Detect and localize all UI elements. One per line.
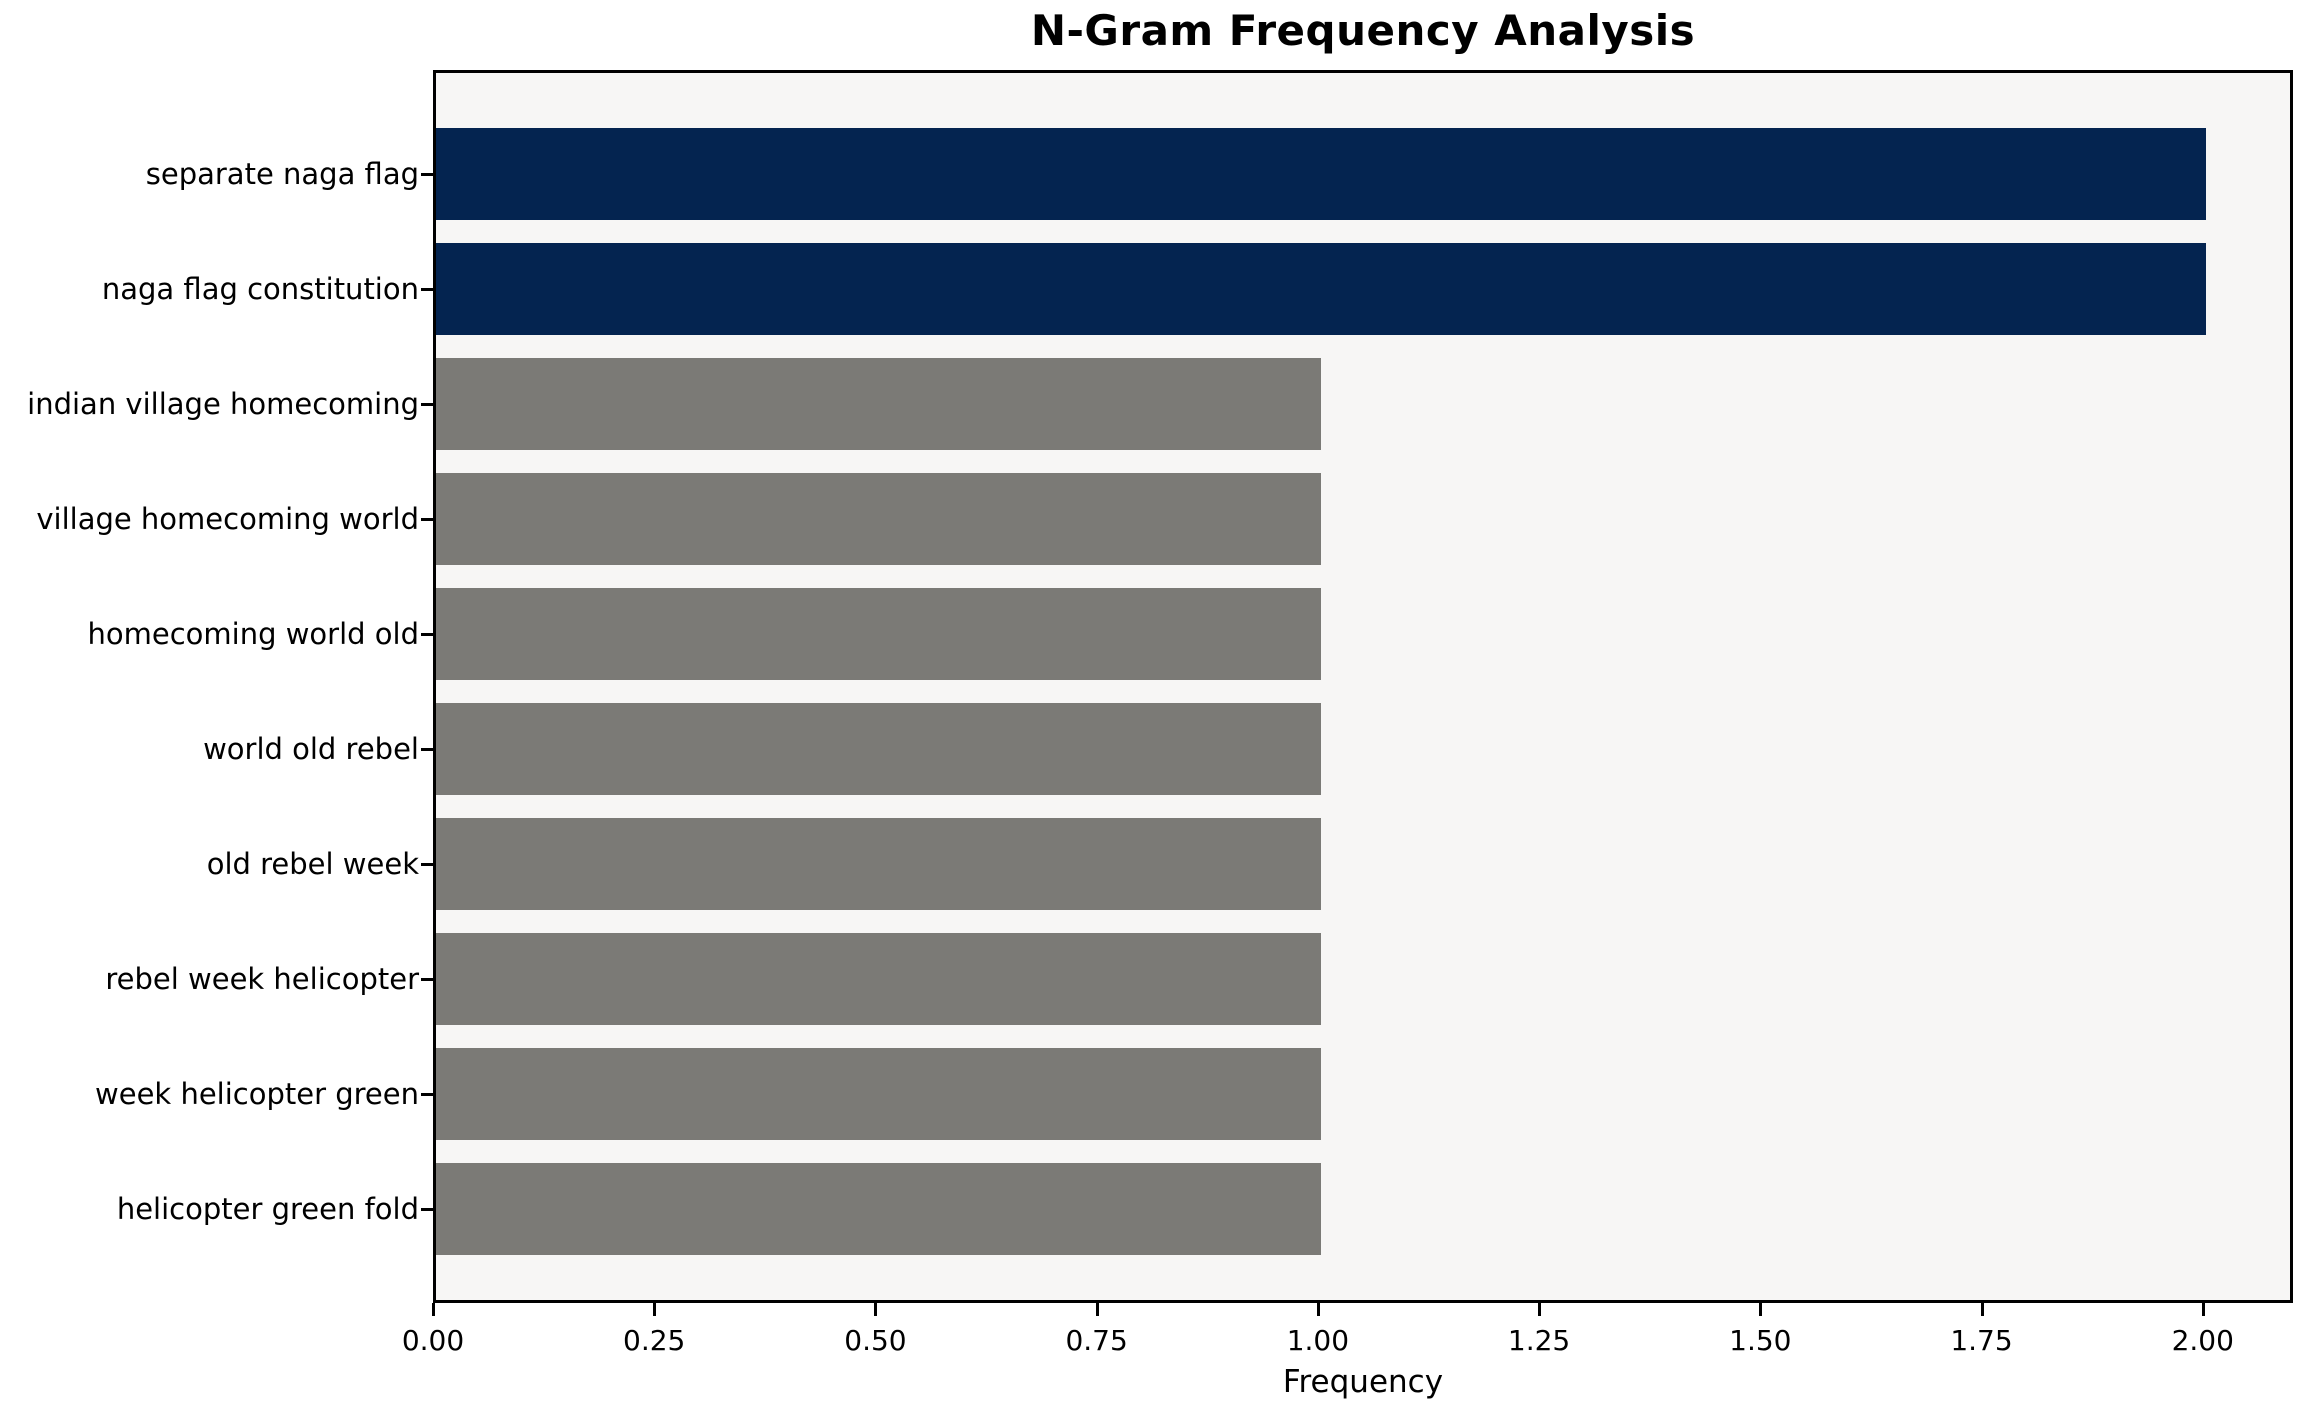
chart-title: N-Gram Frequency Analysis — [1030, 6, 1696, 55]
plot-area — [433, 70, 2293, 1303]
x-tick-mark — [2201, 1303, 2205, 1316]
y-tick-mark — [421, 863, 433, 866]
bar-rebel-week-helicopter — [436, 933, 1321, 1025]
y-tick-mark — [421, 518, 433, 521]
x-tick-label: 0.25 — [623, 1324, 686, 1357]
y-tick-label: naga flag constitution — [101, 272, 419, 306]
y-tick-mark — [421, 748, 433, 751]
bar-week-helicopter-green — [436, 1048, 1321, 1140]
y-tick-label: old rebel week — [206, 847, 419, 881]
y-tick-mark — [421, 978, 433, 981]
x-tick-label: 1.00 — [1286, 1324, 1350, 1357]
y-tick-label: rebel week helicopter — [105, 962, 419, 996]
y-tick-label: homecoming world old — [87, 617, 420, 651]
y-tick-mark — [421, 1208, 433, 1211]
y-tick-label: world old rebel — [203, 732, 419, 766]
x-tick-mark — [874, 1303, 878, 1316]
y-tick-mark — [421, 403, 433, 406]
x-tick-label: 1.75 — [1950, 1324, 2013, 1357]
x-tick-label: 0.50 — [844, 1324, 907, 1357]
x-tick-label: 1.25 — [1507, 1324, 1571, 1357]
y-tick-mark — [421, 1093, 433, 1096]
x-tick-mark — [653, 1303, 657, 1316]
bar-helicopter-green-fold — [436, 1163, 1321, 1255]
x-tick-mark — [1095, 1303, 1099, 1316]
y-tick-mark — [421, 633, 433, 636]
bar-naga-flag-constitution — [436, 243, 2206, 335]
x-tick-label: 0.00 — [401, 1324, 465, 1357]
y-tick-label: indian village homecoming — [27, 387, 419, 421]
x-tick-mark — [1980, 1303, 1984, 1316]
y-tick-label: week helicopter green — [95, 1077, 419, 1111]
y-tick-label: village homecoming world — [36, 502, 419, 536]
y-tick-mark — [421, 288, 433, 291]
bar-separate-naga-flag — [436, 128, 2206, 220]
bar-village-homecoming-world — [436, 473, 1321, 565]
x-tick-label: 1.50 — [1729, 1324, 1792, 1357]
bar-indian-village-homecoming — [436, 358, 1321, 450]
y-axis-labels: separate naga flag naga flag constitution… — [0, 70, 419, 1303]
x-tick-mark — [1316, 1303, 1320, 1316]
x-tick-label: 0.75 — [1065, 1324, 1128, 1357]
x-tick-mark — [432, 1303, 435, 1316]
y-tick-mark — [421, 173, 433, 176]
x-axis-label: Frequency — [1282, 1364, 1444, 1400]
x-tick-mark — [1759, 1303, 1763, 1316]
x-tick-mark — [1538, 1303, 1542, 1316]
x-tick-label: 2.00 — [2171, 1324, 2234, 1357]
bar-homecoming-world-old — [436, 588, 1321, 680]
bar-world-old-rebel — [436, 703, 1321, 795]
y-tick-label: separate naga flag — [145, 157, 419, 191]
bar-old-rebel-week — [436, 818, 1321, 910]
y-tick-label: helicopter green fold — [116, 1192, 419, 1226]
